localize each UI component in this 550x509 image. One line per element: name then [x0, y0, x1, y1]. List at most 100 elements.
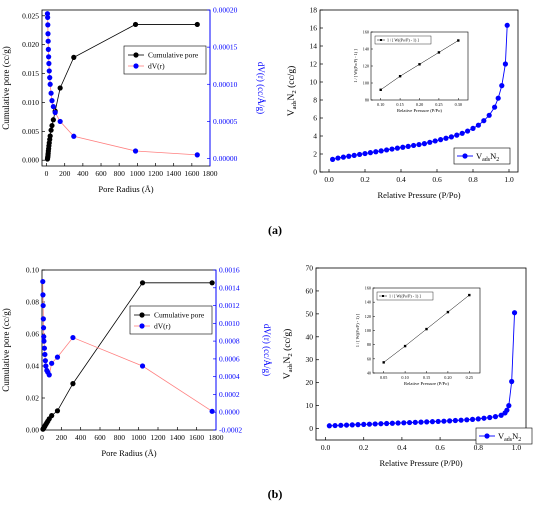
chart-a-right: 0.0 0.2 0.4 0.6 0.8 1.0 0 2 4 6 8 10 12 14 16 18 Relativ… [286, 6, 519, 200]
y-tick-label: 10 [310, 78, 318, 87]
legend-label: Cumulative pore [148, 51, 199, 60]
data-point [498, 412, 504, 418]
inset-data-point [379, 88, 382, 91]
data-point [435, 418, 441, 425]
y-tick-label: 2 [313, 150, 317, 159]
inset-y-tick-label: 100 [363, 81, 369, 86]
data-point [49, 413, 55, 419]
x-tick-label: 1800 [209, 433, 224, 442]
data-point [429, 419, 436, 425]
label-part: 2 [291, 90, 298, 93]
data-point [367, 150, 373, 156]
x-tick-label: 1000 [130, 169, 145, 178]
plot-frame [41, 9, 211, 167]
data-point [373, 149, 379, 155]
data-point [132, 21, 139, 28]
data-point [49, 360, 55, 366]
data-point [42, 358, 48, 364]
data-point [349, 422, 355, 428]
data-point [40, 325, 47, 331]
inset-data-point [437, 51, 441, 54]
inset-legend-marker [382, 295, 384, 297]
data-point [412, 419, 418, 425]
inset-chart: 0.05 0.10 0.15 0.20 0.25 40 60 80 100 120 140 160 Re… [355, 286, 481, 386]
legend-marker [133, 52, 139, 58]
y-tick-label: 6 [313, 114, 317, 123]
label-part: ads [482, 157, 491, 163]
y-tick-label: 14 [310, 42, 318, 51]
y2-tick-label: 0.0014 [219, 283, 240, 292]
y-tick-label: 0.02 [26, 394, 39, 403]
data-point [346, 153, 352, 159]
plot-frame [319, 9, 519, 173]
data-point [40, 302, 46, 309]
x-tick-label: 0.4 [396, 175, 406, 184]
x-tick-label: 0.2 [360, 175, 370, 184]
y-tick-label: 4 [313, 132, 317, 141]
label-part: N [287, 94, 297, 101]
y-tick-label: 0.010 [22, 98, 39, 107]
label-part: V [283, 372, 293, 379]
data-point [486, 112, 492, 118]
x-tick-label: 1000 [131, 433, 146, 442]
data-point [443, 135, 449, 141]
y2-tick-label: 0.0012 [219, 301, 240, 310]
data-point [45, 22, 51, 28]
data-point [50, 117, 56, 123]
y-tick-label: 0.00 [26, 426, 39, 435]
data-point [139, 280, 146, 286]
data-point [366, 421, 373, 427]
data-point [509, 378, 515, 385]
legend-label: dV(r) [148, 62, 165, 71]
x-axis-label: Pore Radius (Å) [101, 448, 156, 458]
data-point [506, 403, 512, 409]
y-tick-label: 0 [313, 168, 317, 177]
inset-frame [372, 287, 481, 374]
data-point [45, 14, 51, 21]
data-point [40, 292, 46, 298]
x-tick-label: 1600 [189, 433, 204, 442]
y2-tick-label: 0.0008 [219, 337, 240, 346]
x-tick-label: 600 [94, 433, 106, 442]
data-point [511, 310, 518, 316]
data-point [71, 54, 77, 60]
y-tick-label: 30 [306, 355, 314, 364]
data-point [384, 420, 390, 427]
data-point [362, 150, 368, 157]
x-tick-label: 400 [75, 433, 87, 442]
inset-y-tick-label: 120 [365, 314, 371, 319]
x-tick-label: 1800 [203, 169, 218, 178]
y-tick-label: 70 [306, 264, 314, 273]
data-point [447, 418, 453, 424]
data-point [441, 418, 447, 424]
inset-y-tick-label: 160 [363, 30, 369, 35]
y-tick-label: 0.10 [26, 266, 39, 275]
data-point [432, 138, 438, 144]
x-tick-label: 0.0 [324, 175, 334, 184]
legend-box [475, 427, 533, 445]
x-tick-label: 800 [114, 169, 126, 178]
data-point [459, 130, 465, 136]
x-tick-label: 0 [40, 433, 44, 442]
data-point [335, 155, 341, 161]
data-point [57, 118, 63, 125]
x-axis-label: Relative Pressure (P/P0) [379, 458, 462, 468]
inset-x-tick-label: 0.10 [401, 375, 408, 380]
inset-data-point [418, 63, 421, 66]
inset-x-tick-label: 0.10 [377, 102, 384, 107]
data-point [416, 141, 422, 148]
data-point [504, 22, 510, 28]
data-point [44, 11, 51, 17]
inset-chart: 0.10 0.15 0.20 0.25 0.30 80 100 120 140 160 Relati… [353, 30, 469, 113]
data-point [45, 38, 51, 44]
y-tick-label: 0.04 [26, 362, 39, 371]
data-point [54, 354, 61, 360]
data-point [332, 422, 338, 429]
y-axis-label: VadsN2 (cc/g) [282, 329, 294, 379]
x-tick-label: 1200 [148, 169, 163, 178]
chart-a-left: 0 200 400 600 800 1000 1200 1400 1600 1800 0.000 0.… [1, 6, 266, 195]
y-tick-label: 20 [306, 378, 314, 387]
y-tick-label: 18 [310, 6, 318, 15]
x-axis-label: Pore Radius (Å) [98, 184, 153, 194]
data-point [41, 345, 48, 351]
